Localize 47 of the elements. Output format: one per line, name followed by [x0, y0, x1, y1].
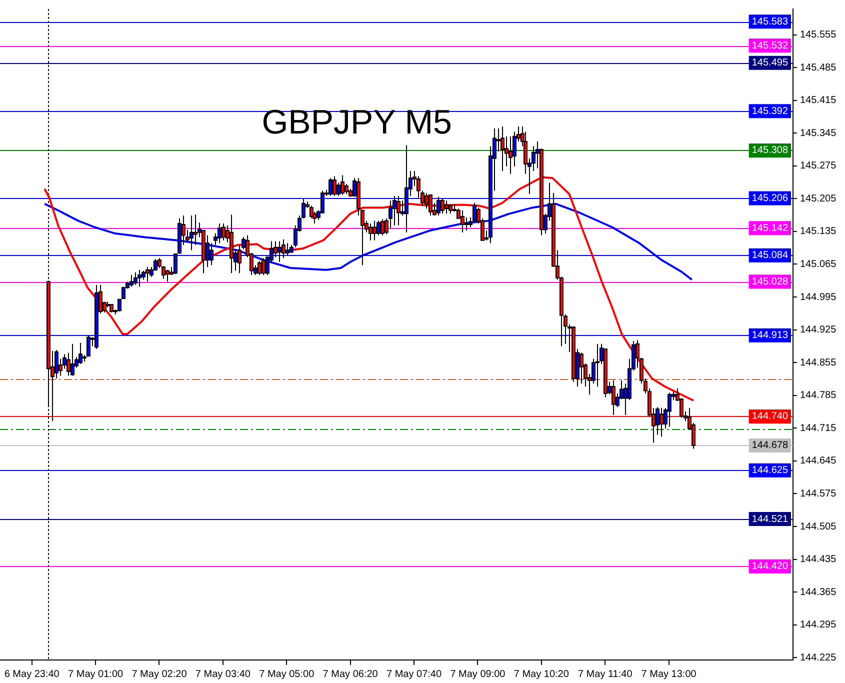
x-tick-label: 7 May 10:20: [514, 668, 570, 680]
x-tick-label: 7 May 03:40: [195, 668, 251, 680]
y-tick-label: 144.995: [800, 292, 837, 303]
x-tick-label: 7 May 11:40: [578, 668, 633, 680]
ref-line-label: 144.740: [752, 411, 788, 422]
x-tick-label: 7 May 02:20: [132, 668, 188, 680]
ref-line-label: 145.308: [752, 145, 788, 156]
y-tick-label: 144.645: [800, 456, 837, 467]
ref-line-label: 145.142: [752, 222, 788, 234]
y-tick-label: 145.135: [800, 226, 837, 238]
y-tick-label: 145.205: [800, 193, 837, 204]
y-tick-label: 145.345: [800, 128, 837, 139]
y-tick-label: 145.555: [800, 30, 837, 41]
ref-line-label: 144.913: [752, 330, 788, 342]
y-tick-label: 144.715: [800, 422, 837, 434]
ref-line-label: 145.495: [752, 58, 788, 69]
ref-line-label: 145.583: [752, 16, 788, 28]
y-tick-label: 145.485: [800, 62, 837, 74]
y-tick-label: 144.225: [800, 652, 837, 664]
ref-line-label: 145.084: [752, 250, 788, 262]
y-tick-label: 144.365: [800, 586, 837, 598]
y-tick-label: 145.415: [800, 95, 837, 106]
x-tick-label: 7 May 06:20: [322, 668, 378, 680]
ref-line-label: 144.420: [752, 561, 788, 572]
y-tick-label: 144.505: [800, 521, 837, 532]
x-tick-label: 7 May 13:00: [641, 668, 697, 680]
y-tick-label: 145.275: [800, 160, 837, 172]
ref-line-label: 144.521: [752, 514, 788, 525]
y-tick-label: 144.575: [800, 488, 837, 500]
x-tick-label: 7 May 09:00: [450, 668, 506, 680]
x-tick-label: 7 May 01:00: [68, 668, 124, 680]
y-tick-label: 144.925: [800, 324, 837, 336]
x-tick-label: 7 May 05:00: [259, 668, 315, 680]
ref-line-label: 145.028: [752, 276, 788, 288]
y-tick-label: 144.435: [800, 554, 837, 566]
ref-line-label: 145.206: [752, 192, 788, 204]
x-tick-label: 7 May 07:40: [386, 668, 442, 680]
y-tick-label: 144.855: [800, 357, 837, 368]
ref-line-label: 144.678: [752, 440, 788, 452]
y-tick-label: 145.065: [800, 259, 837, 270]
ref-line-label: 145.532: [752, 40, 788, 52]
text: GBPJPY M5: [262, 104, 452, 142]
y-tick-label: 144.295: [800, 620, 837, 631]
y-tick-label: 144.785: [800, 390, 837, 402]
ref-line-label: 144.625: [752, 465, 788, 476]
ref-line-label: 145.392: [752, 106, 788, 117]
x-tick-label: 6 May 23:40: [4, 668, 60, 680]
